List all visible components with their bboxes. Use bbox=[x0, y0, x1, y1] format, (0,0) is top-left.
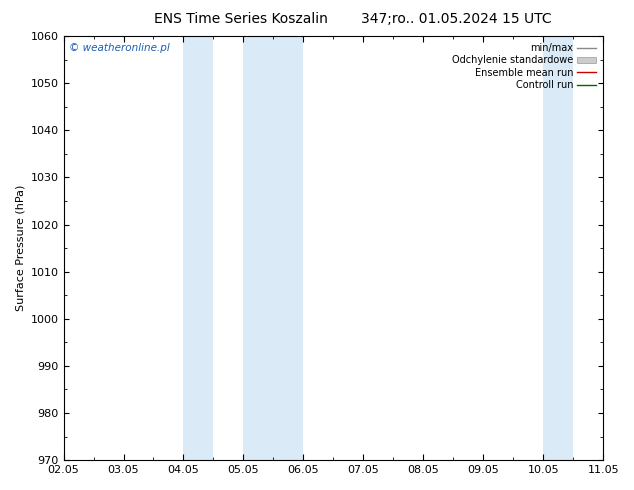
Bar bbox=[543, 36, 573, 460]
Bar bbox=[183, 36, 214, 460]
Text: ENS Time Series Koszalin: ENS Time Series Koszalin bbox=[154, 12, 328, 26]
Legend: min/max, Odchylenie standardowe, Ensemble mean run, Controll run: min/max, Odchylenie standardowe, Ensembl… bbox=[450, 41, 598, 92]
Y-axis label: Surface Pressure (hPa): Surface Pressure (hPa) bbox=[15, 185, 25, 311]
Text: 347;ro.. 01.05.2024 15 UTC: 347;ro.. 01.05.2024 15 UTC bbox=[361, 12, 552, 26]
Text: © weatheronline.pl: © weatheronline.pl bbox=[69, 43, 170, 52]
Bar bbox=[243, 36, 304, 460]
Bar bbox=[603, 36, 633, 460]
